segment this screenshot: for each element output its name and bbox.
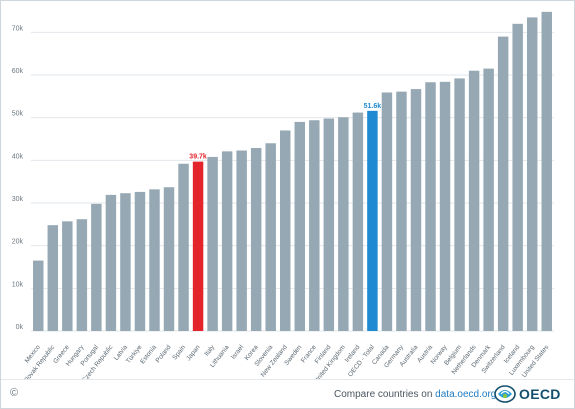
value-label: 39.7k bbox=[189, 154, 207, 161]
chart: 0k 10k 20k 30k 40k 50k 60k 70k 39.7k 51.6k Mexic… bbox=[12, 11, 554, 385]
copyright-icon: © bbox=[10, 387, 19, 399]
bar-israel[interactable] bbox=[236, 150, 247, 331]
y-tick-label: 10k bbox=[12, 281, 24, 288]
bar-oecd-total[interactable] bbox=[367, 110, 378, 331]
y-tick-label: 60k bbox=[12, 68, 24, 75]
bar-france[interactable] bbox=[309, 120, 320, 331]
bar-korea[interactable] bbox=[250, 147, 262, 331]
bar-new-zealand[interactable] bbox=[280, 130, 291, 331]
y-tick-label: 30k bbox=[12, 196, 24, 203]
bar-portugal[interactable] bbox=[91, 203, 102, 331]
compare-label: Compare countries on bbox=[334, 389, 436, 400]
oecd-logo-text: OECD bbox=[519, 386, 561, 402]
bar-australia[interactable] bbox=[410, 89, 422, 331]
bar-united-kingdom[interactable] bbox=[338, 117, 349, 332]
bar-norway[interactable] bbox=[439, 81, 451, 331]
bar-ireland[interactable] bbox=[352, 112, 364, 331]
compare-countries-text: Compare countries on data.oecd.org bbox=[334, 389, 496, 400]
bar-czech-republic[interactable] bbox=[105, 194, 117, 331]
bar-belgium[interactable] bbox=[454, 78, 465, 331]
bar-lithuania[interactable] bbox=[221, 151, 233, 331]
y-tick-label: 20k bbox=[12, 239, 24, 246]
grid: 0k 10k 20k 30k 40k 50k 60k 70k bbox=[12, 25, 554, 332]
bar-netherlands[interactable] bbox=[468, 70, 480, 331]
bar-united-states[interactable] bbox=[541, 11, 552, 331]
oecd-logo-icon bbox=[494, 385, 516, 403]
oecd-logo[interactable]: OECD bbox=[494, 384, 561, 404]
bar-germany[interactable] bbox=[396, 91, 407, 331]
bar-canada[interactable] bbox=[381, 92, 393, 332]
bar-t-rkiye[interactable] bbox=[134, 191, 146, 331]
value-labels: 39.7k 51.6k bbox=[189, 103, 381, 161]
bar-switzerland[interactable] bbox=[497, 36, 509, 331]
value-label: 51.6k bbox=[364, 103, 382, 110]
bar-spain[interactable] bbox=[178, 163, 189, 331]
y-tick-label: 70k bbox=[12, 25, 24, 32]
bar-austria[interactable] bbox=[425, 82, 436, 331]
bar-hungary[interactable] bbox=[76, 219, 88, 331]
bars bbox=[33, 11, 552, 332]
data-oecd-link[interactable]: data.oecd.org bbox=[435, 389, 497, 400]
bar-poland[interactable] bbox=[163, 187, 175, 331]
x-tick-label: Italy bbox=[203, 343, 216, 357]
y-tick-label: 50k bbox=[12, 111, 24, 118]
y-tick-label: 40k bbox=[12, 153, 24, 160]
bar-japan[interactable] bbox=[192, 161, 204, 331]
x-tick-label: Estonia bbox=[139, 344, 158, 366]
x-tick-label: Poland bbox=[155, 344, 173, 365]
chart-footer: © Compare countries on data.oecd.org OEC… bbox=[1, 379, 574, 408]
bar-finland[interactable] bbox=[323, 118, 335, 332]
bar-italy[interactable] bbox=[207, 156, 218, 331]
bar-iceland[interactable] bbox=[512, 23, 523, 332]
bar-denmark[interactable] bbox=[483, 68, 494, 331]
y-tick-label: 0k bbox=[16, 324, 24, 331]
bar-slovenia[interactable] bbox=[265, 143, 276, 331]
bar-greece[interactable] bbox=[62, 221, 73, 331]
bar-slovak-republic[interactable] bbox=[47, 225, 59, 331]
bar-mexico[interactable] bbox=[33, 260, 44, 331]
bar-sweden[interactable] bbox=[294, 121, 305, 332]
x-tick-label: Japan bbox=[185, 344, 202, 363]
bar-estonia[interactable] bbox=[149, 189, 160, 331]
bar-luxembourg[interactable] bbox=[526, 17, 538, 332]
bar-latvia[interactable] bbox=[120, 193, 131, 331]
